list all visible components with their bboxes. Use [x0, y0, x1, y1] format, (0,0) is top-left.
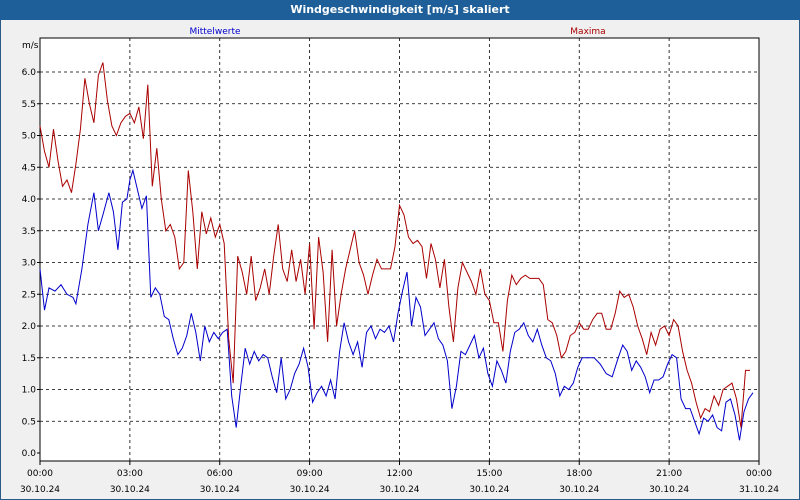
x-tick-time-label: 06:00	[207, 469, 233, 479]
x-tick-time-label: 18:00	[566, 469, 592, 479]
x-tick-time-label: 15:00	[476, 469, 502, 479]
x-tick-date-label: 30.10.24	[469, 485, 509, 495]
data-series	[39, 62, 754, 441]
y-tick-label: 3.0	[22, 259, 37, 269]
y-axis-label: m/s	[22, 41, 39, 51]
legend-mittelwerte: Mittelwerte	[189, 27, 240, 37]
x-tick-time-label: 21:00	[656, 469, 682, 479]
y-tick-label: 4.5	[22, 163, 36, 173]
x-tick-time-label: 00:00	[746, 469, 772, 479]
x-tick-date-label: 30.10.24	[200, 485, 240, 495]
y-tick-label: 0.5	[22, 417, 36, 427]
x-axis-ticks: 00:00 30.10.24 03:00 30.10.24 06:00 30.10.24 0…	[20, 461, 779, 495]
x-tick-date-label: 30.10.24	[20, 485, 60, 495]
chart-title: Windgeschwindigkeit [m/s] skaliert	[0, 0, 800, 20]
y-tick-label: 2.5	[22, 290, 36, 300]
y-tick-label: 3.5	[22, 227, 36, 237]
x-tick-time-label: 00:00	[27, 469, 53, 479]
legend-maxima: Maxima	[570, 27, 605, 37]
y-tick-label: 0.0	[22, 449, 37, 459]
y-tick-label: 5.5	[22, 100, 36, 110]
x-tick-time-label: 12:00	[387, 469, 413, 479]
y-axis-ticks: 0.0 0.5 1.0 1.5 2.0 2.5 3.0 3.5 4.0 4.5 5.0 5.5 6.0	[22, 68, 40, 459]
y-tick-label: 2.0	[22, 322, 37, 332]
x-tick-date-label: 30.10.24	[559, 485, 599, 495]
y-tick-label: 1.0	[22, 386, 37, 396]
y-tick-label: 4.0	[22, 195, 37, 205]
series-line-maxima	[39, 62, 750, 428]
x-tick-date-label: 30.10.24	[649, 485, 689, 495]
x-tick-time-label: 03:00	[117, 469, 143, 479]
x-tick-date-label: 30.10.24	[379, 485, 419, 495]
y-tick-label: 6.0	[22, 68, 37, 78]
y-tick-label: 1.5	[22, 354, 36, 364]
x-tick-date-label: 31.10.24	[739, 485, 779, 495]
x-tick-date-label: 30.10.24	[290, 485, 330, 495]
y-tick-label: 5.0	[22, 132, 37, 142]
x-tick-time-label: 09:00	[297, 469, 323, 479]
x-tick-date-label: 30.10.24	[110, 485, 150, 495]
series-line-mittelwerte	[39, 168, 754, 441]
